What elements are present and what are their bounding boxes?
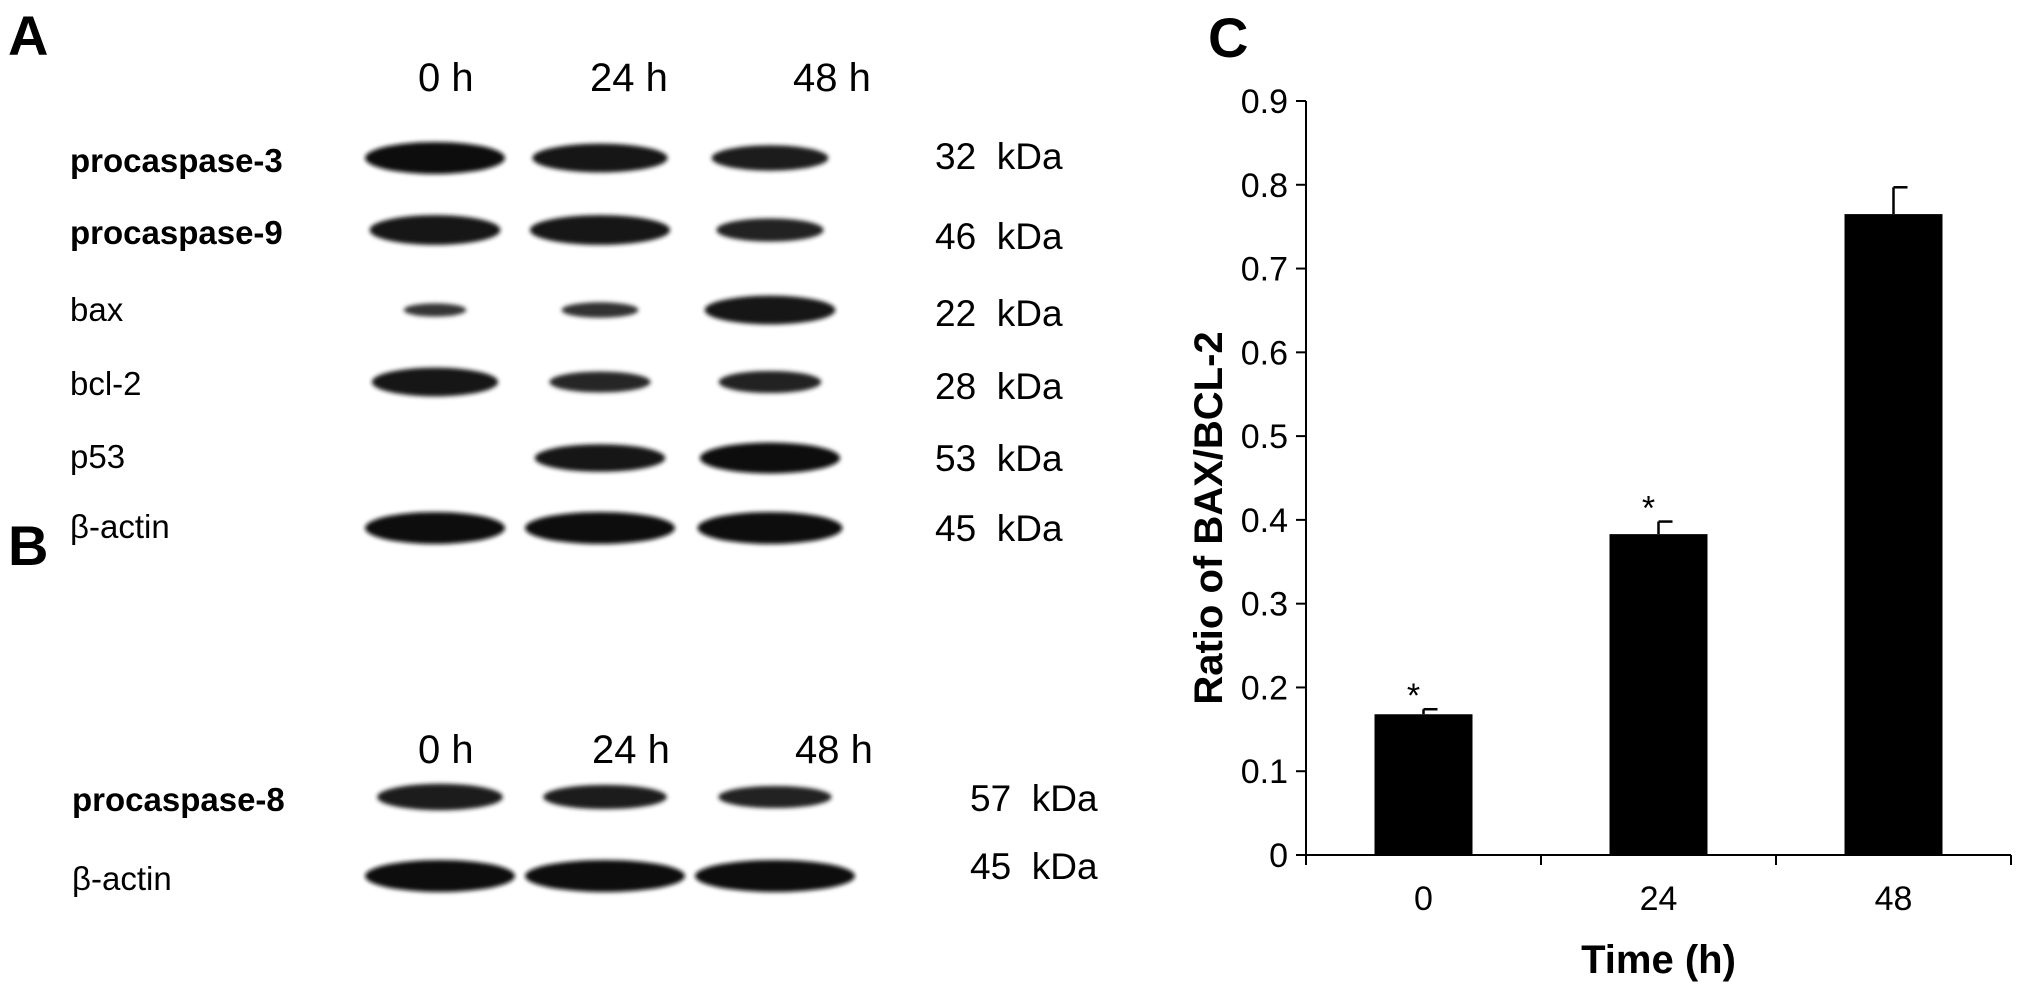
blot-a-band-bax-lane-0 — [403, 303, 467, 317]
bar-24 — [1609, 534, 1708, 855]
blot-b-mw-b-actin: 45 kDa — [970, 846, 1098, 887]
y-tick-label: 0.5 — [1241, 418, 1288, 456]
y-tick-label: 0.8 — [1241, 167, 1288, 205]
x-tick-label-48: 48 — [1875, 880, 1913, 918]
blot-a-label-procaspase-9: procaspase-9 — [70, 214, 283, 251]
panel-b-lane-24h: 24 h — [592, 728, 670, 772]
blot-b-band-actin-lane-0 — [365, 860, 515, 892]
panel-b-letter: B — [8, 514, 49, 577]
blot-a-band-procaspase9-lane-2 — [716, 218, 824, 242]
blot-b-band-actin-lane-2 — [695, 860, 855, 892]
blot-a-mw-b-actin: 45 kDa — [935, 508, 1063, 549]
panel-a-lane-48h: 48 h — [793, 56, 871, 100]
blot-a-band-bcl2-lane-0 — [371, 367, 499, 397]
panel-c-letter: C — [1208, 6, 1249, 69]
blot-a-mw-procaspase-9: 46 kDa — [935, 216, 1063, 257]
bar-chart: 0 0.1 0.2 0.3 0.4 0.5 0.6 0.7 0.8 0.9 * 0 * 24 48 Time … — [1187, 83, 2012, 982]
blot-a-band-actin-lane-2 — [697, 512, 843, 544]
blot-bands — [365, 142, 855, 892]
blot-a-band-procaspase9-lane-1 — [529, 215, 671, 245]
blot-a-label-bcl-2: bcl-2 — [70, 365, 142, 402]
blot-a-mw-bax: 22 kDa — [935, 293, 1063, 334]
blot-b-band-actin-lane-1 — [525, 860, 685, 892]
blot-a-band-procaspase3-lane-0 — [365, 142, 505, 174]
y-tick-label: 0.4 — [1241, 502, 1288, 540]
blot-b-mw-procaspase-8: 57 kDa — [970, 778, 1098, 819]
blot-a-mw-p53: 53 kDa — [935, 438, 1063, 479]
blot-a-band-bcl2-lane-2 — [718, 370, 822, 394]
y-tick-label: 0.2 — [1241, 669, 1288, 707]
blot-b-bands — [365, 783, 855, 892]
y-tick-label: 0.9 — [1241, 83, 1288, 121]
blot-a-band-bax-lane-2 — [704, 295, 836, 325]
blot-a-band-actin-lane-1 — [525, 512, 675, 544]
bar-0 — [1374, 714, 1473, 855]
panel-b-lane-0h: 0 h — [418, 728, 474, 772]
x-tick-label-24: 24 — [1640, 880, 1678, 918]
blot-a-label-bax: bax — [70, 291, 124, 328]
y-tick-label: 0 — [1269, 837, 1288, 875]
blot-a-label-p53: p53 — [70, 438, 126, 475]
blot-a-band-procaspase3-lane-2 — [711, 145, 829, 171]
significance-marker-24: * — [1642, 490, 1655, 528]
panel-b-lane-48h: 48 h — [795, 728, 873, 772]
blot-a-label-b-actin: β-actin — [70, 508, 170, 545]
y-tick-label: 0.1 — [1241, 753, 1288, 791]
blot-a-mw-bcl-2: 28 kDa — [935, 366, 1063, 407]
x-tick-label-0: 0 — [1414, 880, 1433, 918]
blot-a-band-bcl2-lane-1 — [549, 371, 651, 393]
blot-b-band-procaspase8-lane-1 — [543, 784, 667, 810]
blot-a-band-p53-lane-1 — [534, 444, 666, 472]
blot-b-label-procaspase-8: procaspase-8 — [72, 781, 285, 818]
blot-a-band-bax-lane-1 — [561, 302, 639, 318]
significance-marker-0: * — [1407, 677, 1420, 715]
x-axis-title: Time (h) — [1581, 938, 1736, 982]
panel-a-letter: A — [8, 4, 49, 67]
y-tick-label: 0.3 — [1241, 586, 1288, 624]
blot-a-band-procaspase3-lane-1 — [532, 143, 668, 173]
blot-b-band-procaspase8-lane-0 — [377, 783, 503, 811]
bar-48 — [1844, 214, 1943, 856]
blot-a-mw-procaspase-3: 32 kDa — [935, 136, 1063, 177]
blot-a-band-actin-lane-0 — [365, 512, 505, 544]
blot-a-bands — [365, 142, 843, 544]
panel-a-lane-0h: 0 h — [418, 56, 474, 100]
y-axis-title: Ratio of BAX/BCL-2 — [1187, 331, 1231, 704]
blot-a-label-procaspase-3: procaspase-3 — [70, 142, 283, 179]
y-tick-label: 0.6 — [1241, 334, 1288, 372]
blot-a-band-p53-lane-2 — [699, 442, 841, 474]
blot-a-band-procaspase9-lane-0 — [369, 215, 501, 245]
blot-b-label-b-actin: β-actin — [72, 860, 172, 897]
panel-a-lane-24h: 24 h — [590, 56, 668, 100]
y-tick-label: 0.7 — [1241, 251, 1288, 289]
blot-b-band-procaspase8-lane-2 — [718, 785, 832, 809]
